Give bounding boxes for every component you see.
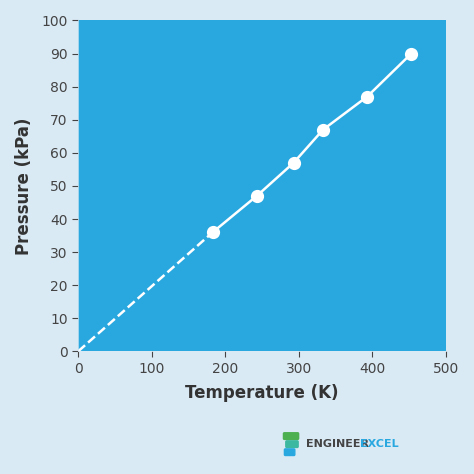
Point — [408, 50, 415, 57]
X-axis label: Temperature (K): Temperature (K) — [185, 384, 339, 402]
Y-axis label: Pressure (kPa): Pressure (kPa) — [15, 117, 33, 255]
Text: EXCEL: EXCEL — [360, 439, 399, 449]
Point — [253, 192, 261, 200]
Text: ENGINEER: ENGINEER — [306, 439, 369, 449]
Point — [364, 93, 371, 100]
Point — [290, 159, 297, 166]
Point — [319, 126, 327, 134]
Point — [209, 228, 217, 236]
